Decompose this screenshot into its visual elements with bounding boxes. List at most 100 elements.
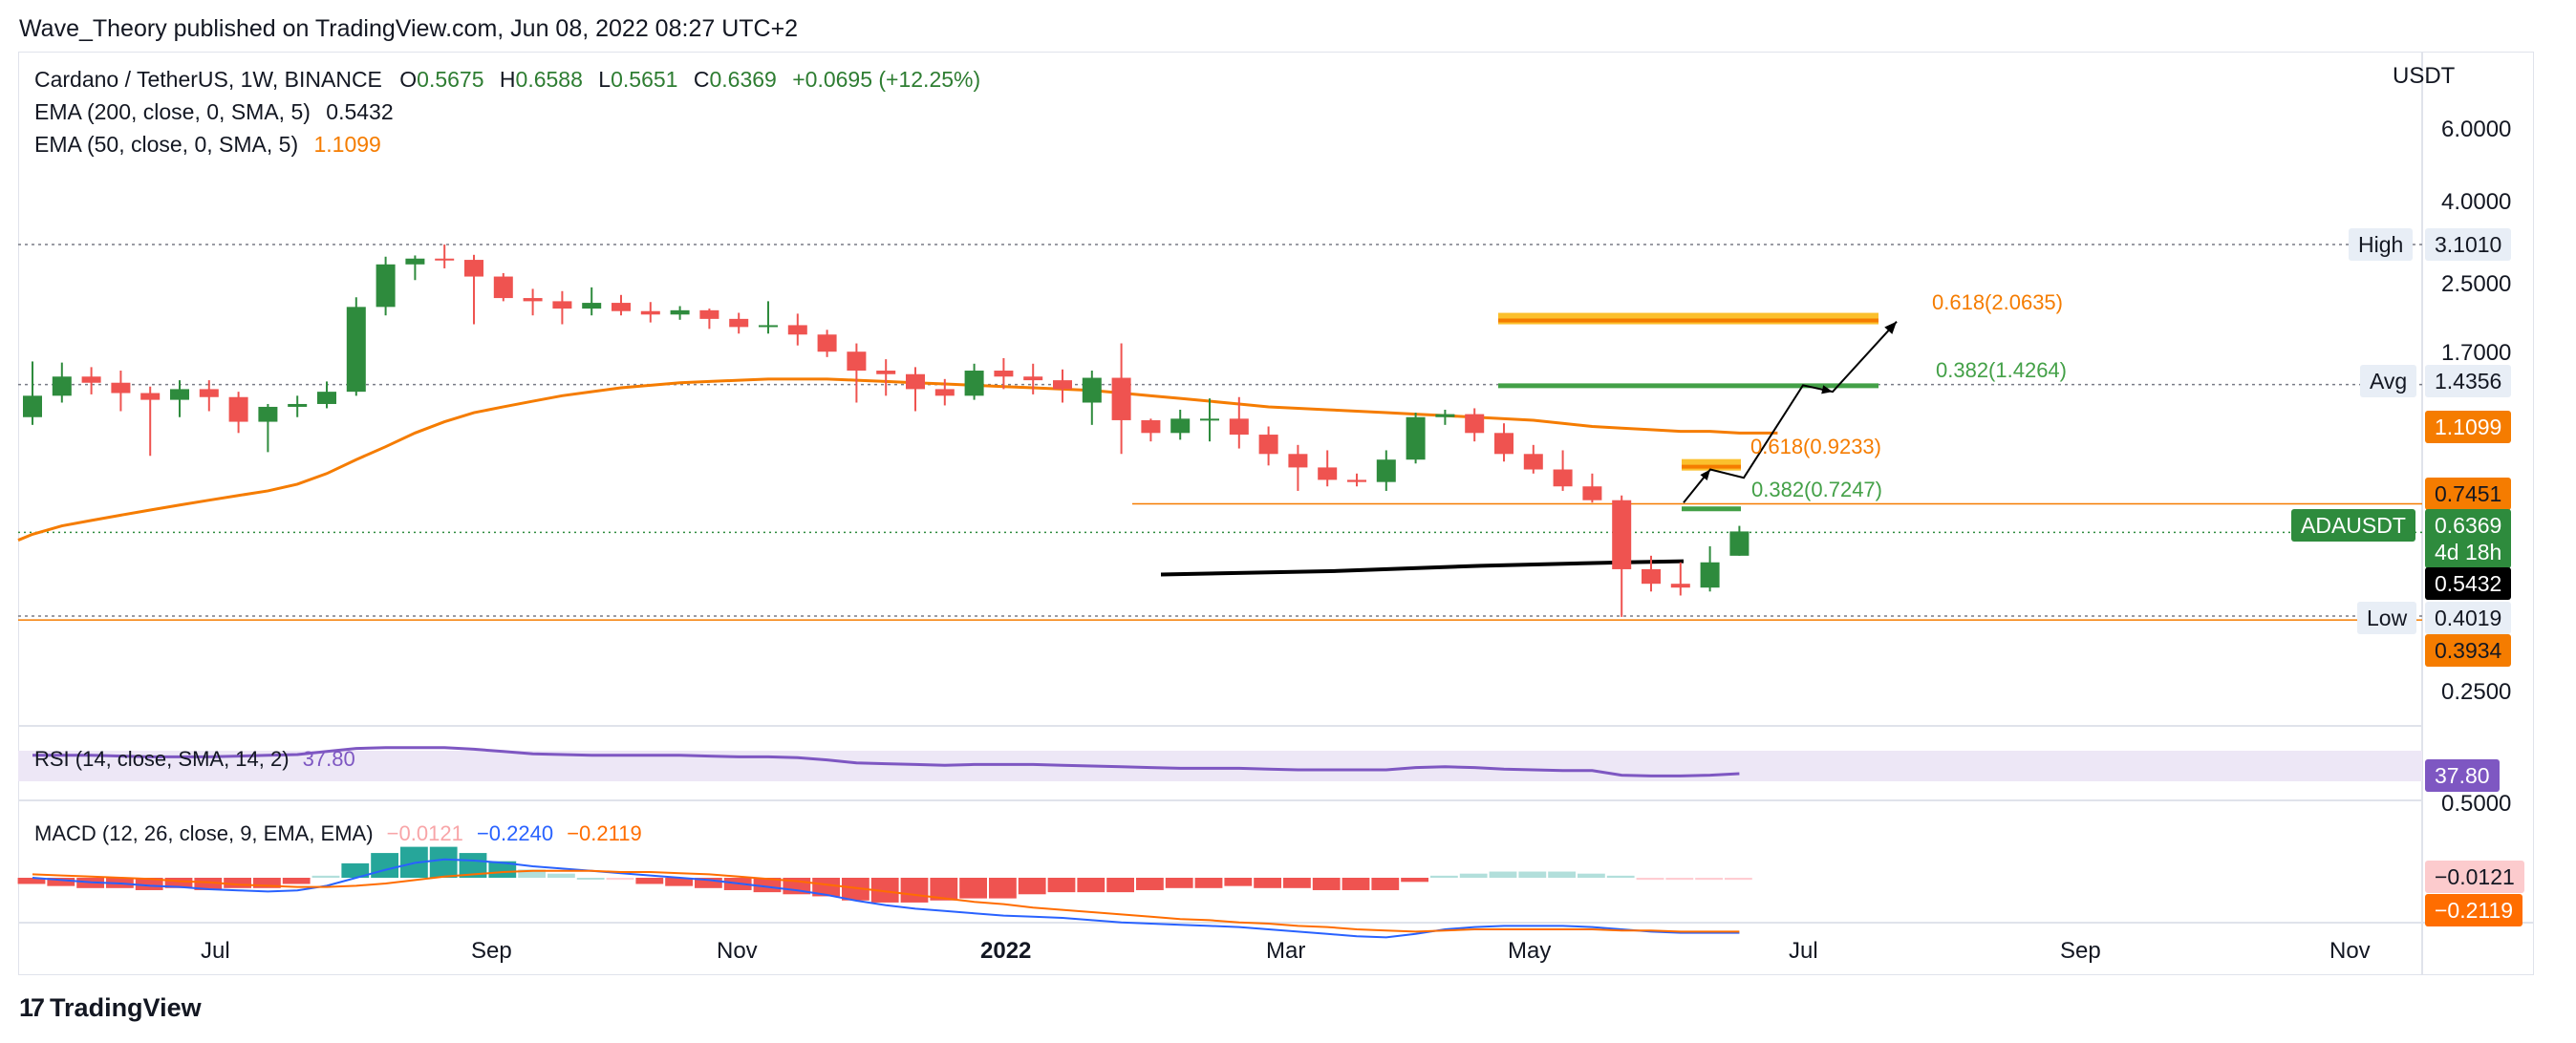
- macd-histogram-bar: [959, 878, 987, 899]
- arrow-head-icon: [1700, 469, 1710, 481]
- avg-label-tag: Avg: [2360, 365, 2417, 397]
- candle-body: [1288, 454, 1308, 468]
- macd-histogram-bar: [282, 878, 311, 884]
- macd-hist-value: −0.0121: [386, 821, 463, 845]
- macd-histogram-bar: [1254, 878, 1281, 888]
- macd-histogram-bar: [989, 878, 1017, 899]
- fib-label-0382-lower: 0.382(0.7247): [1751, 478, 1882, 501]
- candle-body: [435, 258, 455, 261]
- candle-body: [23, 395, 42, 417]
- macd-histogram-bar: [1430, 875, 1458, 878]
- tradingview-logo[interactable]: 17 TradingView: [19, 993, 202, 1023]
- time-tick: Nov: [717, 938, 758, 964]
- macd-histogram-bar: [341, 862, 370, 878]
- macd-histogram-bar: [1106, 878, 1134, 893]
- rsi-legend[interactable]: RSI (14, close, SMA, 14, 2) 37.80: [34, 747, 355, 772]
- macd-label: MACD (12, 26, close, 9, EMA, EMA): [34, 821, 374, 845]
- candle-body: [1141, 419, 1161, 434]
- ohlc-high-value: 0.6588: [515, 67, 583, 92]
- ema200-line: [1160, 559, 1685, 577]
- macd-histogram-bar: [1636, 878, 1664, 881]
- time-tick: Sep: [471, 938, 512, 964]
- candle-body: [140, 393, 161, 400]
- macd-histogram-bar: [488, 861, 517, 878]
- macd-histogram-bar: [900, 878, 929, 903]
- ohlc-low-label: L: [598, 67, 612, 92]
- candle-body: [1376, 459, 1396, 482]
- macd-histogram-bar: [1224, 878, 1253, 886]
- price-tick: 2.5000: [2441, 271, 2512, 297]
- candle-body: [1053, 380, 1072, 390]
- candle-body: [582, 303, 602, 309]
- ema200-value: 0.5432: [326, 99, 394, 124]
- arrow-head-icon: [1884, 321, 1897, 334]
- macd-histogram-bar: [1371, 878, 1400, 890]
- candle-body: [317, 392, 336, 404]
- macd-histogram-bar: [695, 878, 722, 888]
- candle-body: [964, 371, 984, 396]
- rsi-line: [32, 746, 1740, 777]
- ema200-label: EMA (200, close, 0, SMA, 5): [34, 99, 311, 124]
- macd-histogram-bar: [635, 878, 664, 884]
- candle-body: [906, 373, 925, 390]
- ohlc-close-value: 0.6369: [709, 67, 777, 92]
- candle-body: [1494, 433, 1513, 455]
- candle-body: [1553, 469, 1573, 487]
- ohlc-close-label: C: [693, 67, 710, 92]
- ema50-value: 1.1099: [313, 132, 381, 157]
- macd-histogram-bar: [1725, 878, 1752, 881]
- candle-body: [346, 307, 366, 393]
- macd-signal-value: −0.2119: [567, 821, 642, 845]
- ohlc-change: +0.0695 (+12.25%): [792, 67, 981, 92]
- time-tick: Mar: [1266, 938, 1306, 964]
- fib-label-0382-upper: 0.382(1.4264): [1936, 358, 2067, 382]
- brand-name: TradingView: [50, 993, 202, 1022]
- candle-body: [759, 325, 778, 328]
- macd-legend[interactable]: MACD (12, 26, close, 9, EMA, EMA) −0.012…: [34, 821, 642, 846]
- chart-frame[interactable]: [18, 52, 2534, 975]
- macd-histogram-bar: [253, 878, 281, 888]
- symbol-title[interactable]: Cardano / TetherUS, 1W, BINANCE: [34, 67, 382, 92]
- macd-histogram-bar: [1283, 878, 1311, 888]
- price-tick: 0.2500: [2441, 679, 2512, 705]
- macd-histogram-bar: [1489, 871, 1517, 878]
- macd-histogram-bar: [1665, 878, 1694, 881]
- macd-histogram-bar: [311, 875, 340, 878]
- candle-body: [787, 325, 807, 335]
- time-tick: Sep: [2060, 938, 2101, 964]
- macd-histogram-bar: [812, 878, 840, 897]
- candle-body: [729, 318, 749, 328]
- ema50-legend[interactable]: EMA (50, close, 0, SMA, 5) 1.1099: [34, 132, 381, 158]
- currency-label: USDT: [2393, 63, 2456, 89]
- candle-body: [52, 376, 72, 396]
- candle-body: [1700, 562, 1720, 588]
- candle-body: [1258, 435, 1278, 455]
- macd-histogram-bar: [930, 878, 958, 901]
- macd-histogram-bar: [194, 878, 223, 890]
- macd-histogram-bar: [518, 869, 546, 878]
- macd-histogram-bar: [1077, 878, 1106, 893]
- candle-body: [81, 376, 101, 383]
- time-tick: Nov: [2329, 938, 2371, 964]
- candle-body: [640, 310, 660, 315]
- candle-body: [1435, 414, 1455, 417]
- ema200-legend[interactable]: EMA (200, close, 0, SMA, 5) 0.5432: [34, 99, 394, 125]
- macd-histogram-bar: [1165, 878, 1193, 888]
- fib-label-0618-lower: 0.618(0.9233): [1750, 435, 1881, 458]
- price-tick: 1.7000: [2441, 340, 2512, 366]
- fib-label-0618-upper: 0.618(2.0635): [1932, 290, 2063, 314]
- candle-body: [1523, 454, 1543, 470]
- time-tick-year: 2022: [980, 938, 1032, 964]
- ohlc-high-label: H: [499, 67, 516, 92]
- candle-body: [288, 403, 308, 407]
- candle-body: [405, 258, 425, 265]
- candle-body: [934, 389, 955, 396]
- rsi-label: RSI (14, close, SMA, 14, 2): [34, 747, 290, 771]
- candle-body: [552, 301, 572, 309]
- low-label-tag: Low: [2357, 602, 2417, 634]
- rsi-axis-tick: 0.5000: [2441, 791, 2512, 817]
- ema50-price-tag: 1.1099: [2425, 411, 2512, 443]
- macd-histogram-bar: [164, 878, 193, 888]
- macd-histogram-bar: [1018, 878, 1046, 895]
